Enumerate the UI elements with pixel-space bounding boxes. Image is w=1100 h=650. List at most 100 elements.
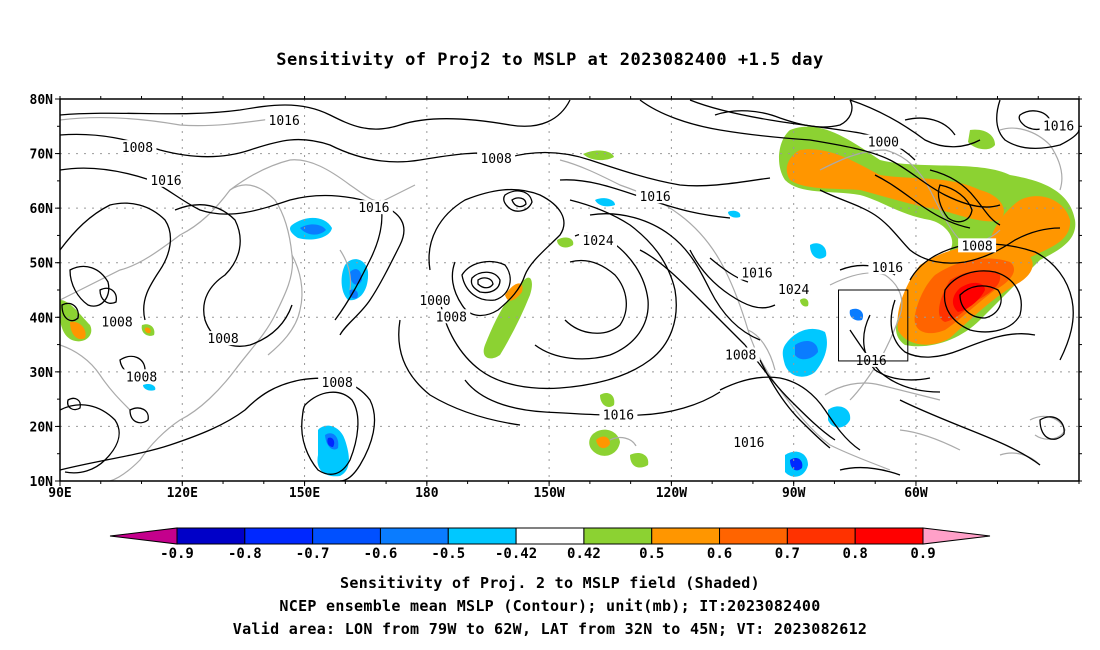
lon-label: 150E <box>289 486 320 501</box>
colorbar-tick-label: -0.42 <box>495 546 537 562</box>
colorbar-labels: -0.9 -0.8 -0.7 -0.6 -0.5 -0.42 0.42 0.5 0.6 0.7 0.… <box>160 546 936 562</box>
colorbar-tick-label: -0.8 <box>228 546 262 562</box>
lon-label: 90W <box>782 486 806 501</box>
lon-label: 120E <box>167 486 198 501</box>
contour-label: 1016 <box>639 190 670 205</box>
contour-label: 1008 <box>480 152 511 167</box>
colorbar-min-triangle <box>109 527 178 545</box>
contour-label: 1024 <box>582 234 613 249</box>
colorbar-box <box>854 527 924 545</box>
colorbar-box <box>312 527 381 545</box>
colorbar-box <box>651 527 721 545</box>
contour-label: 1008 <box>101 316 132 331</box>
lon-label: 60W <box>904 486 928 501</box>
contour-label-bg <box>636 189 675 204</box>
lon-label: 90E <box>48 486 71 501</box>
colorbar <box>109 527 991 545</box>
contour-label: 1000 <box>868 136 899 151</box>
longitude-labels: 90E 120E 150E 180 150W 120W 90W 60W <box>48 486 928 501</box>
contour-label-bg <box>318 374 357 389</box>
graticule <box>60 99 1079 481</box>
colorbar-box <box>515 527 585 545</box>
contour-label-bg <box>721 347 760 362</box>
lat-label: 50N <box>30 257 54 272</box>
lat-label: 80N <box>30 93 54 108</box>
contour-label: 1008 <box>961 239 992 254</box>
contour-label: 1016 <box>872 261 903 276</box>
latitude-labels: 10N 20N 30N 40N 50N 60N 70N 80N <box>30 93 54 490</box>
colorbar-tick-label: 0.8 <box>843 546 868 562</box>
lat-label: 60N <box>30 202 54 217</box>
colorbar-box <box>447 527 517 545</box>
contour-label-bg <box>122 369 161 384</box>
contour-label: 1016 <box>855 354 886 369</box>
contour-label: 1008 <box>207 332 238 347</box>
axis-ticks <box>55 96 1082 486</box>
colorbar-tick-label: 0.5 <box>639 546 664 562</box>
contour-label: 1008 <box>322 376 353 391</box>
contour-label: 1000 <box>419 294 450 309</box>
contour-label: 1016 <box>733 436 764 451</box>
colorbar-max-triangle <box>922 527 991 545</box>
caption-line-3: Valid area: LON from 79W to 62W, LAT fro… <box>232 620 868 638</box>
contour-label: 1016 <box>358 201 389 216</box>
mslp-contours <box>60 99 1079 481</box>
contour-labels: 1016 1008 1016 1016 1008 1016 1024 1000 1016 1008… <box>98 112 1078 451</box>
contour-label-bg <box>118 140 157 155</box>
colorbar-tick-label: -0.5 <box>431 546 465 562</box>
contour-label-bg <box>415 292 454 307</box>
colorbar-box <box>719 527 788 545</box>
contour-label-bg <box>864 134 903 149</box>
contour-label-bg <box>1039 118 1078 133</box>
contour-label-bg <box>432 309 471 324</box>
colorbar-box <box>244 527 314 545</box>
contour-label-bg <box>98 314 137 329</box>
sensitivity-shading <box>60 126 1076 477</box>
contour-label: 1008 <box>725 348 756 363</box>
contour-label-bg <box>958 238 997 253</box>
caption-line-2: NCEP ensemble mean MSLP (Contour); unit(… <box>279 597 821 615</box>
contour-label-bg <box>599 407 638 422</box>
colorbar-tick-label: -0.9 <box>160 546 194 562</box>
contour-label-bg <box>477 151 516 166</box>
lat-label: 20N <box>30 420 54 435</box>
contour-label-bg <box>729 434 768 449</box>
lat-label: 30N <box>30 366 54 381</box>
contour-label: 1008 <box>126 370 157 385</box>
valid-area-box <box>838 289 909 362</box>
contour-label-bg <box>146 172 185 187</box>
contour-label: 1016 <box>741 267 772 282</box>
lon-label: 180 <box>415 486 439 501</box>
colorbar-tick-label: -0.6 <box>364 546 398 562</box>
lon-label: 150W <box>533 486 564 501</box>
colorbar-box <box>786 527 856 545</box>
contour-label: 1008 <box>436 310 467 325</box>
contour-label: 1016 <box>1043 119 1074 134</box>
contour-label-bg <box>774 282 813 296</box>
contour-label-bg <box>204 331 243 346</box>
lat-label: 10N <box>30 475 54 490</box>
contour-label: 1016 <box>603 409 634 424</box>
colorbar-tick-label: 0.7 <box>775 546 800 562</box>
contour-label-bg <box>737 265 776 280</box>
contour-label: 1016 <box>150 174 181 189</box>
contour-label: 1024 <box>778 283 809 298</box>
contour-label-bg <box>265 112 304 127</box>
map-title: Sensitivity of Proj2 to MSLP at 20230824… <box>276 50 824 70</box>
colorbar-box <box>583 527 653 545</box>
colorbar-tick-label: 0.42 <box>567 546 601 562</box>
contour-label: 1008 <box>122 141 153 156</box>
colorbar-tick-label: -0.7 <box>296 546 330 562</box>
colorbar-box <box>176 527 246 545</box>
lon-label: 120W <box>656 486 687 501</box>
contour-label: 1016 <box>269 114 300 129</box>
colorbar-tick-label: 0.9 <box>910 546 935 562</box>
lat-label: 70N <box>30 148 54 163</box>
contour-label-bg <box>852 352 891 367</box>
colorbar-tick-label: 0.6 <box>707 546 732 562</box>
colorbar-box <box>379 527 449 545</box>
contour-label-bg <box>579 232 618 247</box>
caption-line-1: Sensitivity of Proj. 2 to MSLP field (Sh… <box>340 574 760 592</box>
contour-label-bg <box>868 260 907 275</box>
